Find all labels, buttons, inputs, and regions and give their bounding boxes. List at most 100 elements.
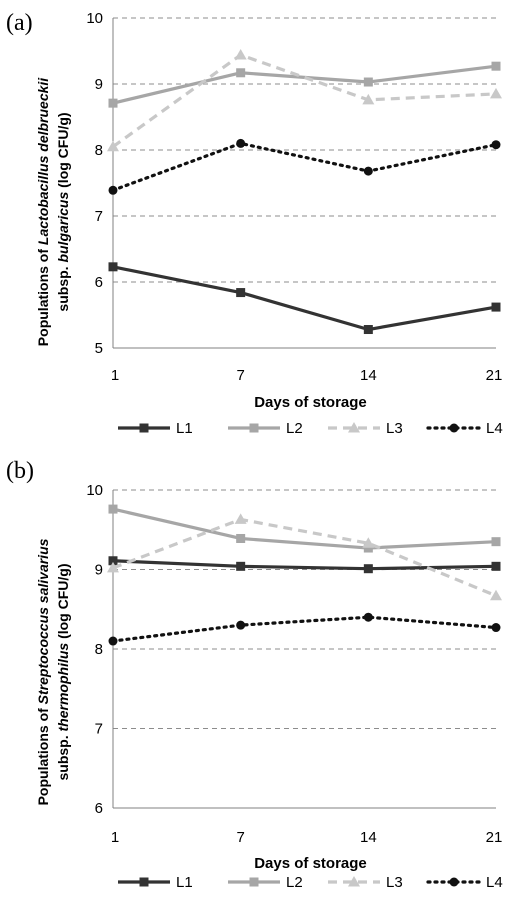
data-point [363,77,373,87]
data-point [236,561,246,571]
series-l1 [108,556,501,574]
legend-label: L1 [176,874,193,891]
series-line [112,53,497,148]
series-line [112,64,497,105]
y-tick-label: 6 [95,274,103,291]
y-tick-label: 7 [95,208,103,225]
data-point [108,556,118,566]
data-point [491,302,501,312]
legend-entry-l1: L1 [118,874,193,891]
panel-label: (a) [6,10,33,36]
y-tick-label: 6 [95,800,103,817]
series-line [112,517,497,598]
legend-label: L2 [286,420,303,437]
panel-label: (b) [6,458,34,484]
data-point [108,262,118,272]
y-tick-label: 7 [95,721,103,738]
data-point [491,561,501,571]
y-axis-title-line1: Populations of Streptococcus salivarius [35,538,51,805]
data-point [491,623,501,633]
series-l2 [108,61,501,108]
y-axis-title-line1: Populations of Lactobacillus delbrueckii [35,77,51,346]
data-point [362,537,375,548]
legend-label: L3 [386,874,403,891]
x-axis-title: Days of storage [254,855,367,872]
data-point [108,98,118,108]
line-chart: 5 6 7 8 9 10 1 7 14 21 Days of storage Populations … [35,10,503,437]
data-point [363,325,373,335]
data-point [363,166,373,176]
series-l2 [108,504,501,553]
series-line [112,265,497,332]
series-line [112,559,497,571]
series-line [111,615,498,643]
data-point [107,561,119,573]
series-line [112,507,497,550]
x-tick-label: 7 [236,829,244,846]
data-point [108,185,118,195]
legend-marker [249,423,259,433]
x-tick-label: 14 [360,367,377,384]
y-tick-label: 10 [86,482,103,499]
data-point [490,87,502,99]
data-point [234,513,247,524]
data-point [107,140,119,152]
legend-entry-l2: L2 [228,874,303,891]
data-point [491,61,501,71]
chart-panel-a: (a) 5 6 7 8 9 10 1 7 14 21 Days of storage Populati… [0,0,513,448]
data-point [362,93,375,105]
legend-label: L2 [286,874,303,891]
y-axis-title-line2: subsp. thermophilus (log CFU/g) [55,564,71,781]
line-chart: 6 7 8 9 10 1 7 14 21 Days of storage Populations o… [35,482,503,891]
legend-entry-l3: L3 [328,874,403,891]
y-tick-label: 5 [95,340,103,357]
legend-entry-l4: L4 [426,420,503,437]
x-tick-label: 7 [236,367,244,384]
series-l3 [107,513,502,601]
data-point [236,533,246,543]
x-tick-label: 21 [486,367,503,384]
data-point [491,537,501,547]
data-point [363,612,373,622]
series-line [111,141,498,192]
y-axis-title-line2: subsp. bulgaricus (log CFU/g) [55,112,71,311]
y-tick-label: 10 [86,10,103,27]
legend-marker [139,423,149,433]
data-point [236,68,246,78]
legend-label: L1 [176,420,193,437]
data-point [236,620,246,630]
x-tick-label: 1 [111,829,119,846]
data-point [236,288,246,298]
legend-label: L4 [486,420,503,437]
y-tick-label: 9 [95,76,103,93]
data-point [491,140,501,150]
x-tick-label: 14 [360,829,377,846]
data-point [234,48,247,60]
legend-entry-l1: L1 [118,420,193,437]
legend-marker [249,877,259,887]
legend-entry-l2: L2 [228,420,303,437]
y-tick-label: 8 [95,142,103,159]
data-point [490,589,502,601]
y-tick-label: 9 [95,562,103,579]
legend-marker [449,423,459,433]
series-l3 [107,48,502,152]
series-l1 [108,262,501,335]
legend-entry-l4: L4 [426,874,503,891]
y-tick-label: 8 [95,641,103,658]
x-axis-title: Days of storage [254,394,367,411]
x-tick-label: 1 [111,367,119,384]
legend-label: L4 [486,874,503,891]
legend-marker [348,876,360,887]
data-point [108,636,118,646]
chart-panel-b: (b) 6 7 8 9 10 1 7 14 21 Days of storage Populatio… [0,448,513,897]
legend-marker [139,877,149,887]
data-point [363,564,373,574]
data-point [108,504,118,514]
legend-marker [348,422,360,433]
legend-label: L3 [386,420,403,437]
legend-entry-l3: L3 [328,420,403,437]
legend-marker [449,877,459,887]
series-l4 [108,138,501,195]
data-point [236,138,246,148]
